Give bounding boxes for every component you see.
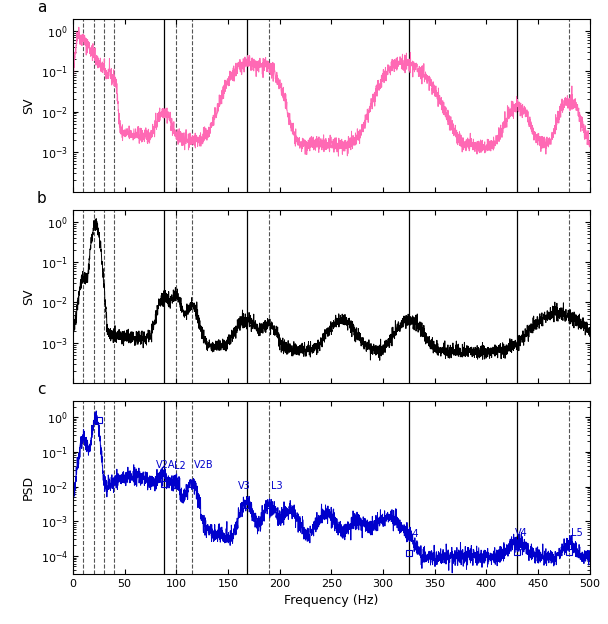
Text: V3: V3 (238, 481, 251, 491)
Text: b: b (36, 191, 47, 206)
Text: L4: L4 (407, 529, 418, 539)
Y-axis label: SV: SV (22, 97, 35, 114)
Text: a: a (36, 0, 46, 15)
Text: c: c (36, 382, 45, 397)
Y-axis label: SV: SV (22, 288, 35, 305)
Text: V2A: V2A (156, 460, 175, 470)
Text: V2B: V2B (194, 460, 213, 470)
X-axis label: Frequency (Hz): Frequency (Hz) (284, 595, 379, 608)
Text: L2: L2 (174, 461, 186, 471)
Y-axis label: PSD: PSD (22, 475, 35, 500)
Text: L3: L3 (271, 481, 283, 491)
Text: V4: V4 (516, 528, 528, 538)
Text: L5: L5 (571, 528, 583, 538)
